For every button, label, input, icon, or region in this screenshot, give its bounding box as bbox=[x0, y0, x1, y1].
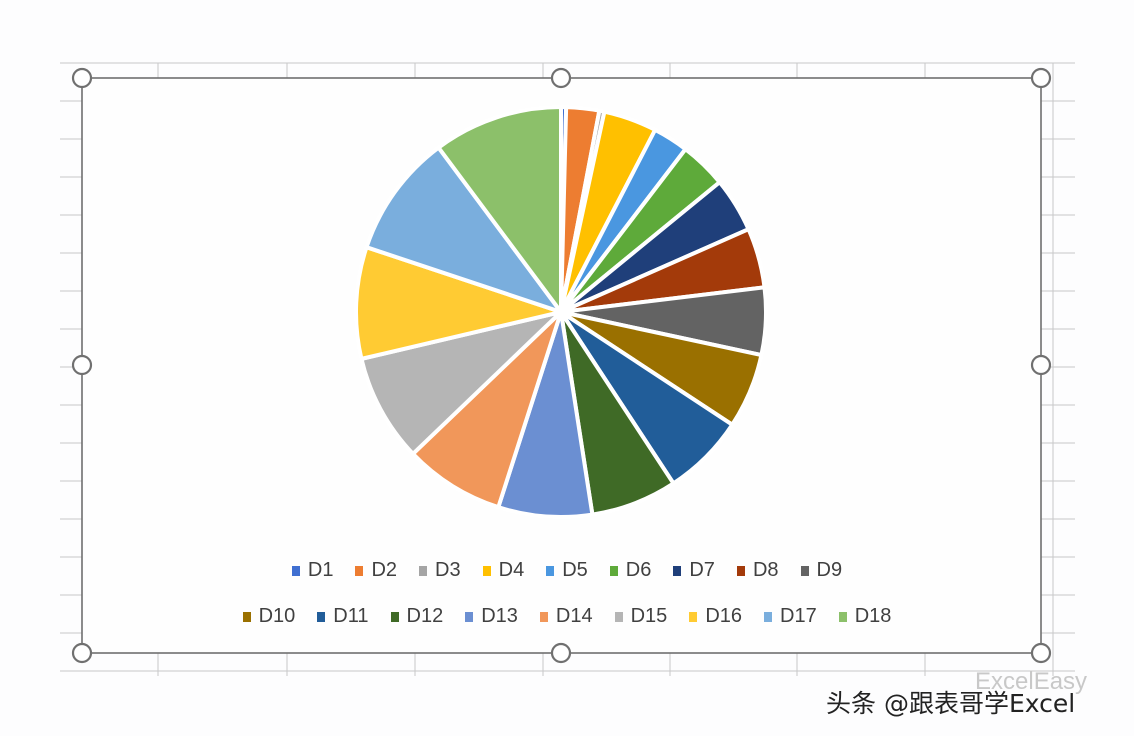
legend-item-d11[interactable]: D11 bbox=[317, 605, 369, 628]
legend-swatch bbox=[546, 565, 555, 576]
legend-label: D7 bbox=[689, 559, 715, 581]
legend-item-d16[interactable]: D16 bbox=[689, 605, 742, 628]
legend-item-d10[interactable]: D10 bbox=[242, 605, 296, 628]
watermark-faint: ExcelEasy bbox=[975, 668, 1088, 695]
legend-label: D12 bbox=[406, 605, 444, 627]
legend-item-d7[interactable]: D7 bbox=[673, 559, 715, 582]
legend-item-d6[interactable]: D6 bbox=[609, 559, 652, 582]
legend-item-d1[interactable]: D1 bbox=[291, 559, 334, 582]
legend-label: D3 bbox=[435, 559, 461, 581]
legend-swatch bbox=[689, 611, 698, 622]
resize-handle[interactable] bbox=[1030, 67, 1052, 89]
resize-handle[interactable] bbox=[71, 67, 93, 89]
legend-label: D18 bbox=[854, 605, 892, 627]
legend-item-d9[interactable]: D9 bbox=[800, 559, 843, 582]
legend-swatch bbox=[482, 565, 491, 576]
resize-handle[interactable] bbox=[550, 67, 572, 89]
legend-item-d14[interactable]: D14 bbox=[539, 605, 593, 628]
pie-slice-d16[interactable] bbox=[354, 245, 563, 361]
legend-swatch bbox=[736, 565, 745, 576]
legend-row: D1 D2 D3 D4 D5 D6 D7 D8 D9 bbox=[0, 559, 1134, 582]
legend-label: D8 bbox=[752, 559, 779, 581]
legend-label: D5 bbox=[562, 559, 588, 581]
resize-handle[interactable] bbox=[1030, 354, 1052, 376]
legend-swatch bbox=[291, 565, 300, 576]
legend-label: D14 bbox=[555, 605, 593, 627]
legend-item-d13[interactable]: D13 bbox=[465, 605, 518, 628]
legend-swatch bbox=[764, 611, 773, 622]
legend-swatch bbox=[800, 565, 809, 576]
legend-label: D2 bbox=[371, 559, 398, 581]
pie-slice-d18[interactable] bbox=[436, 105, 563, 314]
legend-swatch bbox=[317, 611, 326, 622]
legend-label: D17 bbox=[780, 605, 817, 627]
resize-handle[interactable] bbox=[71, 354, 93, 376]
legend-label: D1 bbox=[307, 559, 334, 581]
legend-label: D16 bbox=[705, 605, 743, 627]
legend-item-d12[interactable]: D12 bbox=[390, 605, 444, 628]
legend-item-d5[interactable]: D5 bbox=[546, 559, 588, 582]
legend-label: D4 bbox=[498, 559, 525, 581]
legend-item-d15[interactable]: D15 bbox=[614, 605, 668, 628]
resize-handles bbox=[71, 67, 1052, 664]
legend-label: D11 bbox=[333, 605, 369, 627]
watermark: 头条 @跟表哥学Excel bbox=[826, 689, 1076, 718]
legend-label: D10 bbox=[258, 605, 296, 627]
legend-swatch bbox=[614, 611, 623, 622]
legend-item-d2[interactable]: D2 bbox=[355, 559, 397, 582]
legend-label: D13 bbox=[481, 605, 518, 627]
legend-swatch bbox=[539, 611, 548, 622]
legend-swatch bbox=[390, 611, 399, 622]
legend-swatch bbox=[242, 611, 251, 622]
legend-item-d18[interactable]: D18 bbox=[838, 605, 892, 628]
legend-swatch bbox=[465, 611, 474, 622]
legend-item-d4[interactable]: D4 bbox=[482, 559, 525, 582]
legend-item-d8[interactable]: D8 bbox=[736, 559, 779, 582]
pie-slice-d17[interactable] bbox=[364, 145, 563, 314]
legend-item-d3[interactable]: D3 bbox=[419, 559, 461, 582]
resize-handle[interactable] bbox=[71, 642, 93, 664]
legend-label: D9 bbox=[816, 559, 843, 581]
legend-label: D15 bbox=[630, 605, 668, 627]
pie-chart bbox=[354, 105, 768, 519]
legend-swatch bbox=[355, 565, 364, 576]
legend-label: D6 bbox=[625, 559, 652, 581]
resize-handle[interactable] bbox=[1030, 642, 1052, 664]
legend-swatch bbox=[609, 565, 618, 576]
legend-row: D10 D11 D12 D13 D14 D15 D16 D17 D18 bbox=[0, 605, 1134, 628]
legend-swatch bbox=[838, 611, 847, 622]
legend-item-d17[interactable]: D17 bbox=[764, 605, 817, 628]
resize-handle[interactable] bbox=[550, 642, 572, 664]
legend-swatch bbox=[673, 565, 682, 576]
legend-swatch bbox=[419, 565, 428, 576]
